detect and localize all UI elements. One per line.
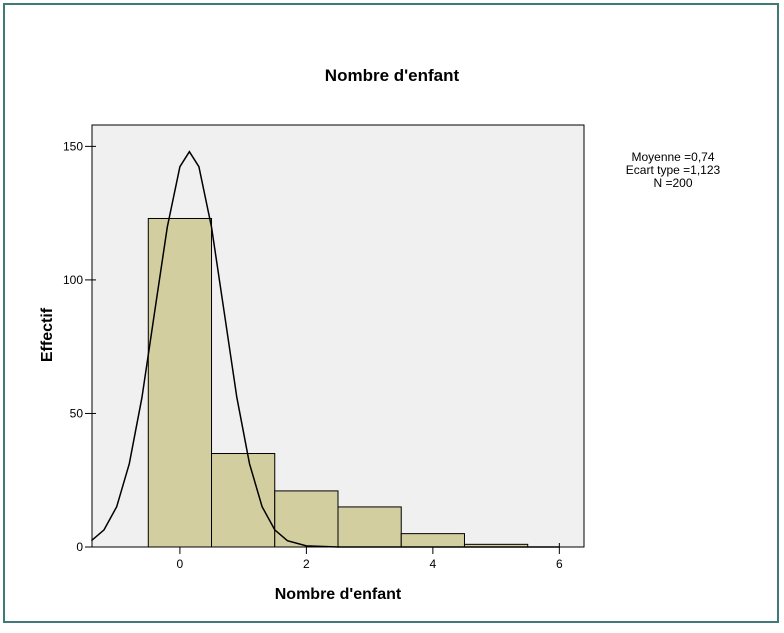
- x-axis-label: Nombre d'enfant: [275, 586, 402, 603]
- x-tick-label: 4: [430, 557, 437, 571]
- y-tick-label: 150: [63, 139, 83, 153]
- bar: [211, 453, 276, 548]
- normal-curve: [90, 150, 560, 548]
- bar: [337, 506, 402, 548]
- bar: [400, 533, 465, 548]
- y-axis-label: Effectif: [39, 307, 56, 362]
- y-tick-label: 50: [70, 406, 84, 420]
- y-tick-label: 100: [63, 273, 83, 287]
- x-tick-label: 0: [177, 557, 184, 571]
- x-tick-label: 2: [303, 557, 310, 571]
- statistic: N =200: [653, 176, 692, 190]
- bar: [147, 217, 213, 548]
- chart-title: Nombre d'enfant: [325, 66, 460, 85]
- bar: [274, 490, 339, 548]
- y-tick-label: 0: [76, 540, 83, 554]
- statistic: Moyenne =0,74: [631, 150, 714, 164]
- statistic: Ecart type =1,123: [626, 163, 721, 177]
- x-tick-label: 6: [556, 557, 563, 571]
